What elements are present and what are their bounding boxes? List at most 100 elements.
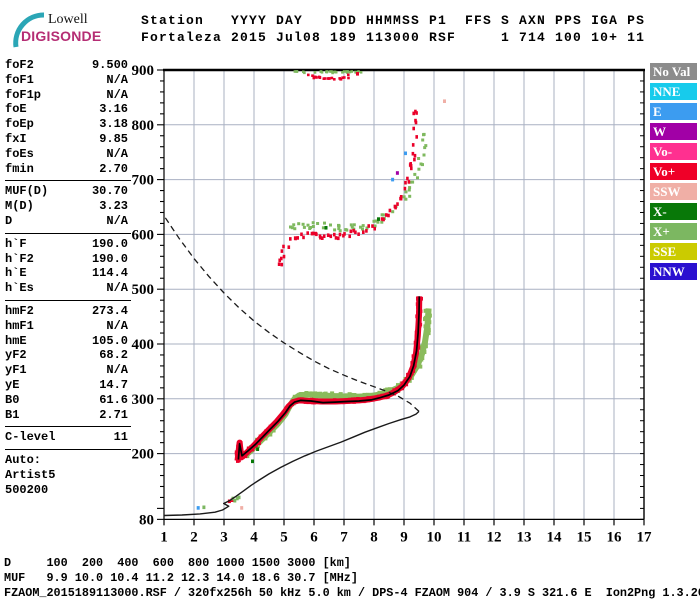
param-value: 190.0 (91, 236, 128, 251)
param-label: h`Es (5, 281, 34, 296)
param-value: N/A (106, 146, 128, 161)
param-value: 2.71 (99, 407, 128, 422)
param-value: 9.85 (99, 131, 128, 146)
echo-direction-legend: No Val NNE E W Vo- Vo+ SSW X- X+ SSE NNW (650, 63, 697, 283)
svg-text:6: 6 (310, 529, 318, 545)
autoscaling-info: Artist5 (5, 467, 56, 482)
param-value: 2.70 (99, 161, 128, 176)
param-value: N/A (106, 363, 128, 378)
param-row-hf: h`F 190.0 (5, 237, 128, 252)
param-value: N/A (106, 72, 128, 87)
param-row-yf1: yF1 N/A (5, 363, 128, 378)
svg-text:600: 600 (132, 227, 155, 243)
param-row-ye: yE 14.7 (5, 378, 128, 393)
param-value: N/A (106, 87, 128, 102)
legend-item-vo+: Vo+ (650, 163, 697, 180)
param-value: N/A (106, 281, 128, 296)
svg-text:11: 11 (457, 529, 471, 545)
svg-text:800: 800 (132, 118, 155, 134)
param-label: h`F (5, 236, 27, 251)
param-value: 9.500 (91, 58, 128, 72)
legend-item-sse: SSE (650, 243, 697, 260)
param-row-fxi: fxI 9.85 (5, 132, 128, 147)
param-label: foF1 (5, 72, 34, 87)
param-value: 190.0 (91, 251, 128, 266)
param-row-foes: foEs N/A (5, 147, 128, 162)
separator (5, 180, 131, 182)
param-row-b0: B0 61.6 (5, 393, 128, 408)
param-value: 273.4 (91, 303, 128, 318)
param-value: 105.0 (91, 333, 128, 348)
svg-text:80: 80 (139, 512, 154, 528)
legend-item-nne: NNE (650, 83, 697, 100)
param-label: C-level (5, 430, 56, 445)
param-row-yf2: yF2 68.2 (5, 348, 128, 363)
param-label: foF2 (5, 58, 34, 72)
param-value: 114.4 (91, 266, 128, 281)
param-label: MUF(D) (5, 184, 49, 199)
svg-text:12: 12 (487, 529, 502, 545)
param-value: 3.16 (99, 102, 128, 117)
logo-text-digisonde: DIGISONDE (21, 28, 102, 44)
param-row-hme: hmE 105.0 (5, 334, 128, 349)
param-label: hmF1 (5, 318, 34, 333)
param-value: 30.70 (91, 184, 128, 199)
param-row-clevel: C-level 11 (5, 430, 128, 445)
header-columns-line: Station YYYY DAY DDD HHMMSS P1 FFS S AXN… (141, 13, 646, 28)
series-top-cluster-O (307, 73, 350, 81)
param-value: 68.2 (99, 348, 128, 363)
param-label: foEs (5, 146, 34, 161)
param-row-fof1p: foF1p N/A (5, 88, 128, 103)
legend-item-x-: X- (650, 203, 697, 220)
header-values-line: Fortaleza 2015 Jul08 189 113000 RSF 1 71… (141, 30, 646, 45)
svg-text:500: 500 (132, 282, 155, 298)
param-label: fmin (5, 161, 34, 176)
series-second-hop-O (277, 109, 418, 267)
svg-text:2: 2 (190, 529, 198, 545)
param-row-d: D N/A (5, 214, 128, 229)
logo-text-lowell: Lowell (48, 12, 88, 27)
param-row-md: M(D) 3.23 (5, 199, 128, 214)
svg-text:7: 7 (340, 529, 348, 545)
legend-item-noval: No Val (650, 63, 697, 80)
svg-text:16: 16 (607, 529, 623, 545)
param-value: 61.6 (99, 392, 128, 407)
param-row-fof2: foF2 9.500 (5, 58, 128, 73)
svg-text:700: 700 (132, 173, 155, 189)
param-label: hmF2 (5, 303, 34, 318)
lowell-digisonde-logo: Lowell DIGISONDE (8, 6, 128, 52)
chart-grid (164, 70, 644, 520)
axis-ticks (157, 69, 645, 526)
svg-text:14: 14 (547, 529, 563, 545)
autoscaling-info: Auto: (5, 453, 42, 468)
param-label: h`F2 (5, 251, 34, 266)
svg-text:13: 13 (517, 529, 532, 545)
separator (5, 449, 131, 451)
svg-text:3: 3 (220, 529, 228, 545)
param-value: 3.23 (99, 199, 128, 214)
legend-item-e: E (650, 103, 697, 120)
param-label: hmE (5, 333, 27, 348)
param-row-hmf1: hmF1 N/A (5, 319, 128, 334)
param-label: h`E (5, 266, 27, 281)
svg-text:900: 900 (132, 63, 155, 79)
status-bar: FZAOM_2015189113000.RSF / 320fx256h 50 k… (4, 586, 700, 600)
param-row-fmin: fmin 2.70 (5, 162, 128, 177)
param-value: 3.18 (99, 117, 128, 132)
parameter-panel: foF2 9.500 foF1 N/A foF1p N/A foE 3.16 foEp 3.18 f… (5, 58, 132, 498)
muf-scale-row: MUF 9.9 10.0 10.4 11.2 12.3 14.0 18.6 30… (4, 571, 358, 585)
extrapolated-topside-profile (163, 215, 420, 412)
svg-text:5: 5 (280, 529, 288, 545)
param-row-hf2: h`F2 190.0 (5, 252, 128, 267)
svg-text:9: 9 (400, 529, 408, 545)
param-label: yF1 (5, 363, 27, 378)
param-label: yE (5, 377, 20, 392)
param-value: N/A (106, 213, 128, 228)
separator (5, 426, 131, 428)
stray-echo-specks (196, 72, 446, 510)
svg-text:300: 300 (132, 392, 155, 408)
param-row-b1: B1 2.71 (5, 408, 128, 423)
svg-text:1: 1 (160, 529, 168, 545)
